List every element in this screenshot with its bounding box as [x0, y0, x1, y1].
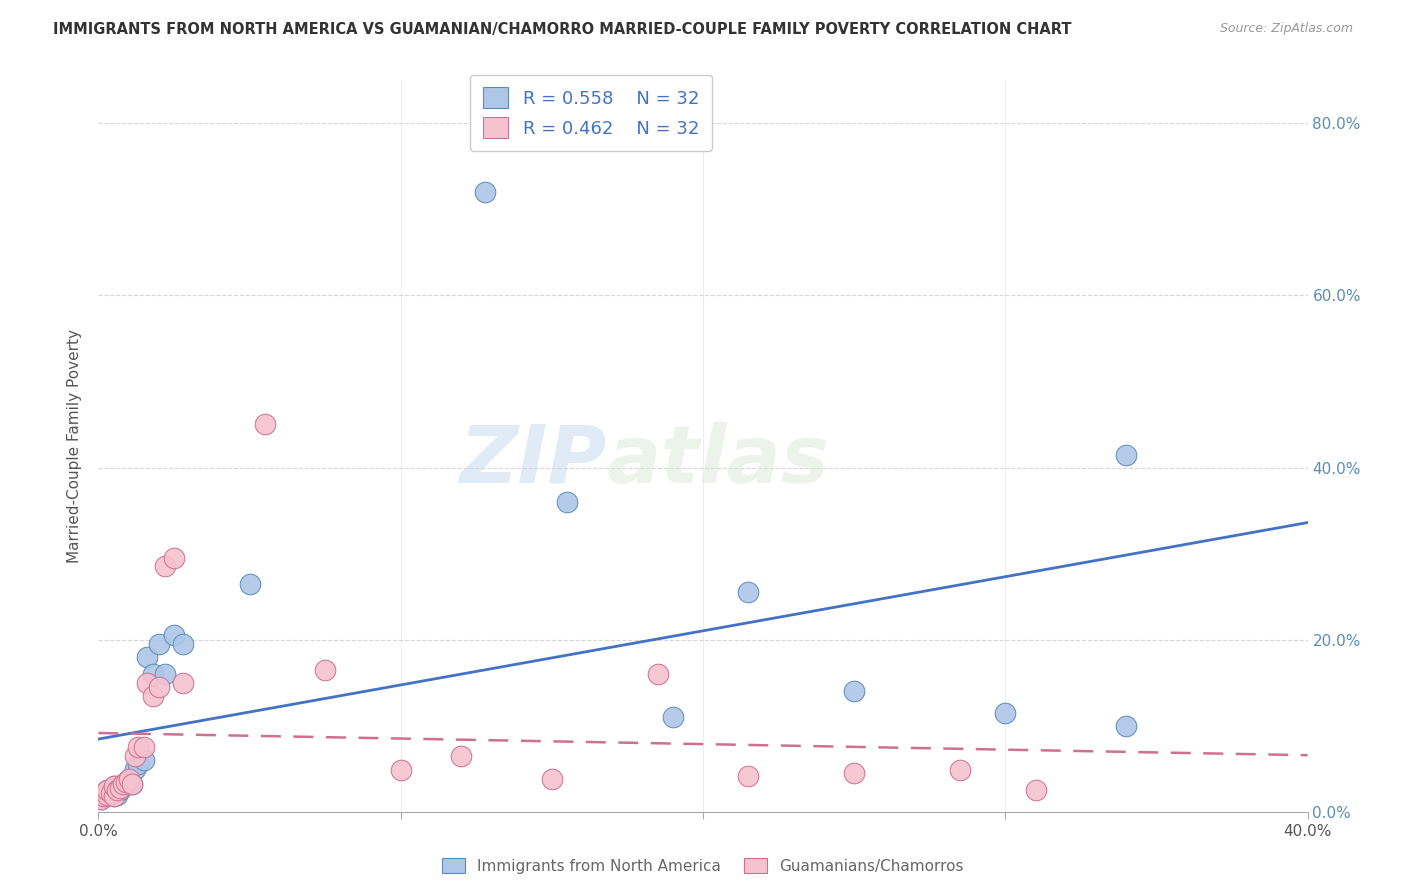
Point: [737, 585, 759, 599]
Point: [90, 792, 112, 806]
Point: [93, 789, 115, 804]
Point: [994, 706, 1017, 720]
Point: [1115, 448, 1137, 462]
Point: [103, 779, 125, 793]
Point: [474, 185, 496, 199]
Point: [90, 792, 112, 806]
Point: [118, 772, 141, 786]
Point: [142, 667, 165, 681]
Point: [127, 740, 149, 755]
Point: [555, 495, 578, 509]
Point: [105, 783, 128, 797]
Point: [103, 789, 125, 804]
Point: [314, 663, 336, 677]
Point: [172, 637, 194, 651]
Text: Source: ZipAtlas.com: Source: ZipAtlas.com: [1219, 22, 1353, 36]
Point: [111, 777, 134, 791]
Point: [142, 689, 165, 703]
Point: [111, 779, 134, 793]
Y-axis label: Married-Couple Family Poverty: Married-Couple Family Poverty: [67, 329, 83, 563]
Point: [124, 762, 146, 776]
Point: [135, 675, 157, 690]
Point: [450, 748, 472, 763]
Point: [105, 780, 128, 795]
Point: [661, 710, 683, 724]
Point: [163, 628, 186, 642]
Legend: R = 0.558    N = 32, R = 0.462    N = 32: R = 0.558 N = 32, R = 0.462 N = 32: [470, 75, 711, 151]
Point: [949, 764, 972, 778]
Text: ZIP: ZIP: [458, 422, 606, 500]
Point: [737, 768, 759, 782]
Point: [118, 772, 141, 786]
Point: [108, 780, 131, 795]
Point: [135, 649, 157, 664]
Legend: Immigrants from North America, Guamanians/Chamorros: Immigrants from North America, Guamanian…: [436, 852, 970, 880]
Text: atlas: atlas: [606, 422, 830, 500]
Point: [647, 667, 669, 681]
Point: [96, 788, 118, 802]
Point: [103, 789, 125, 804]
Point: [132, 740, 155, 755]
Point: [239, 576, 262, 591]
Point: [153, 559, 176, 574]
Point: [148, 637, 170, 651]
Point: [100, 786, 122, 800]
Point: [389, 764, 412, 778]
Point: [114, 774, 136, 789]
Point: [96, 788, 118, 802]
Point: [148, 680, 170, 694]
Point: [108, 783, 131, 797]
Point: [132, 753, 155, 767]
Point: [540, 772, 562, 786]
Point: [100, 786, 122, 800]
Point: [172, 675, 194, 690]
Point: [96, 783, 118, 797]
Point: [253, 417, 276, 432]
Point: [93, 789, 115, 804]
Point: [103, 779, 125, 793]
Point: [127, 757, 149, 772]
Point: [153, 667, 176, 681]
Point: [121, 777, 143, 791]
Point: [124, 748, 146, 763]
Point: [114, 774, 136, 789]
Point: [121, 777, 143, 791]
Point: [96, 783, 118, 797]
Point: [163, 550, 186, 565]
Text: IMMIGRANTS FROM NORTH AMERICA VS GUAMANIAN/CHAMORRO MARRIED-COUPLE FAMILY POVERT: IMMIGRANTS FROM NORTH AMERICA VS GUAMANI…: [53, 22, 1071, 37]
Point: [105, 788, 128, 802]
Point: [1024, 783, 1046, 797]
Point: [844, 766, 866, 780]
Point: [844, 684, 866, 698]
Point: [1115, 719, 1137, 733]
